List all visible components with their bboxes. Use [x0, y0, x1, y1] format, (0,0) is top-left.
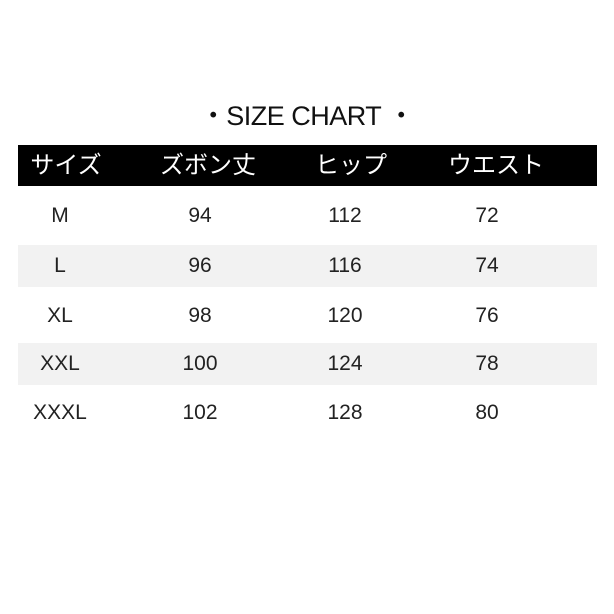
cell-length: 100: [182, 352, 218, 375]
table-row: XXL 100 124 78: [18, 343, 597, 385]
header-waist: ウエスト: [448, 151, 544, 179]
cell-length: 94: [188, 204, 212, 227]
table-row: L 96 116 74: [18, 245, 597, 287]
cell-waist: 76: [475, 304, 499, 327]
header-size: サイズ: [30, 151, 102, 179]
header-length: ズボン丈: [160, 151, 256, 179]
cell-hip: 128: [327, 401, 363, 424]
cell-size: M: [51, 204, 69, 227]
cell-hip: 124: [327, 352, 363, 375]
cell-waist: 74: [475, 254, 499, 277]
header-hip: ヒップ: [315, 151, 387, 179]
cell-length: 96: [188, 254, 212, 277]
table-row: M 94 112 72: [18, 195, 597, 237]
cell-length: 102: [182, 401, 218, 424]
table-row: XL 98 120 76: [18, 295, 597, 337]
table-header: サイズ ズボン丈 ヒップ ウエスト: [18, 145, 597, 186]
cell-length: 98: [188, 304, 212, 327]
cell-size: L: [54, 254, 66, 277]
cell-hip: 120: [327, 304, 363, 327]
cell-size: XL: [47, 304, 73, 327]
cell-waist: 80: [475, 401, 499, 424]
table-row: XXXL 102 128 80: [18, 392, 597, 434]
cell-waist: 72: [475, 204, 499, 227]
cell-hip: 112: [328, 204, 362, 227]
cell-size: XXL: [40, 352, 80, 375]
cell-size: XXXL: [33, 401, 87, 424]
cell-hip: 116: [328, 254, 362, 277]
page-title: ・SIZE CHART ・: [199, 101, 415, 131]
cell-waist: 78: [475, 352, 499, 375]
